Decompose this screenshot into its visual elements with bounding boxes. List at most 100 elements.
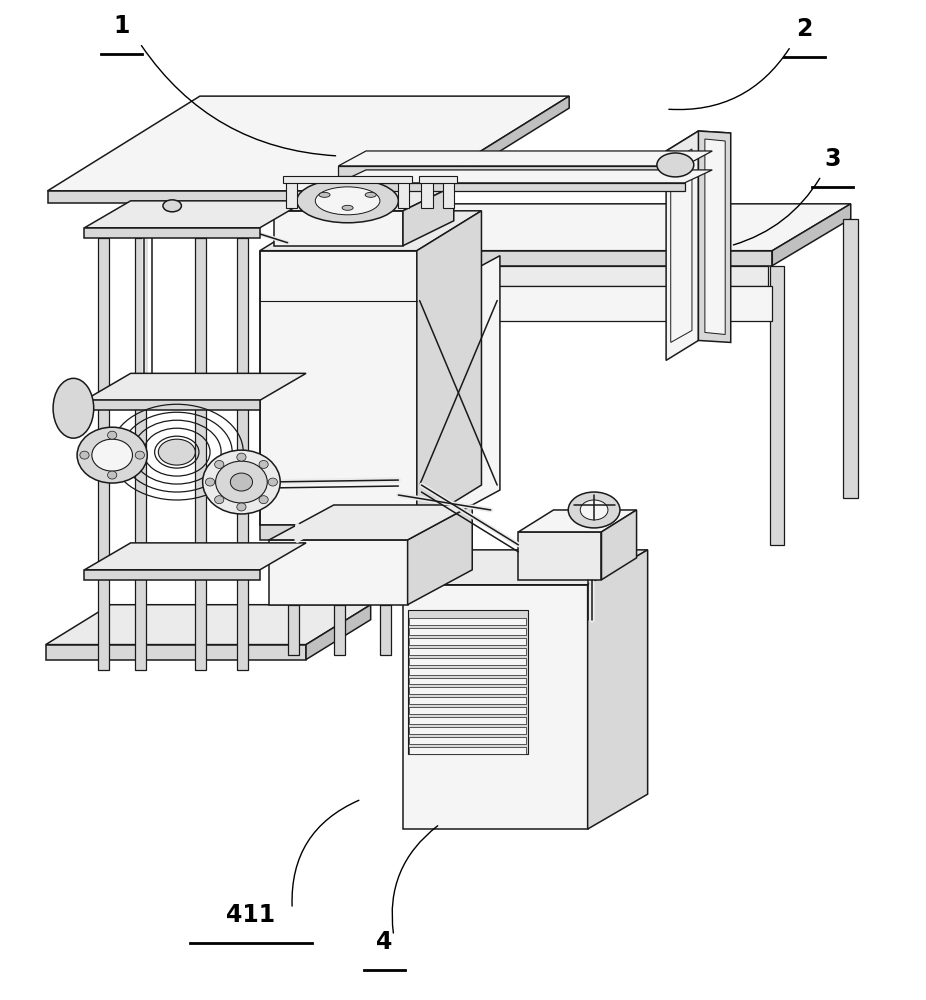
Ellipse shape bbox=[569, 492, 619, 528]
Polygon shape bbox=[288, 605, 299, 655]
Ellipse shape bbox=[216, 461, 268, 503]
Ellipse shape bbox=[237, 453, 246, 461]
Ellipse shape bbox=[203, 450, 281, 514]
Ellipse shape bbox=[206, 478, 215, 486]
Polygon shape bbox=[409, 628, 526, 635]
Polygon shape bbox=[260, 211, 482, 251]
Ellipse shape bbox=[259, 496, 269, 504]
Ellipse shape bbox=[259, 460, 269, 468]
Polygon shape bbox=[338, 183, 684, 191]
Ellipse shape bbox=[581, 500, 608, 520]
Polygon shape bbox=[417, 256, 500, 535]
Ellipse shape bbox=[92, 439, 132, 471]
Polygon shape bbox=[274, 211, 403, 246]
Ellipse shape bbox=[215, 460, 224, 468]
Polygon shape bbox=[409, 717, 526, 724]
Polygon shape bbox=[443, 181, 454, 208]
Text: 2: 2 bbox=[796, 17, 813, 41]
Polygon shape bbox=[84, 543, 307, 570]
Ellipse shape bbox=[215, 496, 224, 504]
Ellipse shape bbox=[297, 179, 398, 223]
Polygon shape bbox=[338, 170, 712, 183]
Ellipse shape bbox=[53, 378, 94, 438]
Polygon shape bbox=[409, 648, 526, 655]
Polygon shape bbox=[338, 166, 684, 176]
Ellipse shape bbox=[315, 187, 380, 215]
FancyArrowPatch shape bbox=[292, 800, 359, 906]
Polygon shape bbox=[705, 139, 725, 334]
Polygon shape bbox=[307, 605, 370, 660]
Polygon shape bbox=[338, 204, 851, 251]
Polygon shape bbox=[98, 238, 109, 670]
Ellipse shape bbox=[365, 192, 376, 197]
Polygon shape bbox=[403, 186, 454, 246]
Polygon shape bbox=[195, 238, 206, 670]
Polygon shape bbox=[237, 238, 248, 670]
Polygon shape bbox=[409, 727, 526, 734]
Polygon shape bbox=[237, 228, 256, 238]
Ellipse shape bbox=[231, 473, 253, 491]
Polygon shape bbox=[409, 678, 526, 684]
Polygon shape bbox=[409, 658, 526, 665]
Polygon shape bbox=[45, 645, 307, 660]
Polygon shape bbox=[426, 266, 768, 286]
Ellipse shape bbox=[158, 439, 195, 465]
Polygon shape bbox=[419, 176, 457, 183]
Ellipse shape bbox=[319, 192, 330, 197]
Polygon shape bbox=[283, 176, 412, 183]
Polygon shape bbox=[666, 131, 731, 153]
Ellipse shape bbox=[80, 451, 89, 459]
Polygon shape bbox=[338, 151, 712, 166]
Polygon shape bbox=[409, 707, 526, 714]
Polygon shape bbox=[84, 570, 260, 580]
Polygon shape bbox=[98, 228, 117, 238]
Ellipse shape bbox=[269, 478, 278, 486]
Polygon shape bbox=[409, 668, 526, 675]
Ellipse shape bbox=[107, 431, 117, 439]
Polygon shape bbox=[380, 605, 391, 655]
Ellipse shape bbox=[342, 205, 353, 210]
Polygon shape bbox=[421, 181, 432, 208]
Polygon shape bbox=[260, 525, 417, 540]
Polygon shape bbox=[84, 228, 260, 238]
Polygon shape bbox=[398, 181, 409, 208]
Text: 411: 411 bbox=[226, 903, 275, 927]
Polygon shape bbox=[519, 510, 636, 532]
Ellipse shape bbox=[135, 451, 144, 459]
Polygon shape bbox=[260, 251, 417, 525]
Polygon shape bbox=[403, 585, 588, 829]
Ellipse shape bbox=[107, 471, 117, 479]
FancyArrowPatch shape bbox=[733, 178, 820, 245]
FancyArrowPatch shape bbox=[392, 826, 438, 933]
Text: 3: 3 bbox=[824, 147, 841, 171]
Ellipse shape bbox=[77, 427, 147, 483]
Polygon shape bbox=[47, 96, 569, 191]
Polygon shape bbox=[338, 251, 772, 266]
Polygon shape bbox=[519, 532, 602, 580]
FancyArrowPatch shape bbox=[669, 49, 789, 110]
Polygon shape bbox=[45, 605, 370, 645]
Polygon shape bbox=[409, 687, 526, 694]
Text: 1: 1 bbox=[113, 14, 130, 38]
Polygon shape bbox=[84, 400, 260, 410]
Ellipse shape bbox=[657, 153, 694, 177]
Polygon shape bbox=[409, 618, 526, 625]
Polygon shape bbox=[409, 697, 526, 704]
Polygon shape bbox=[409, 747, 526, 754]
Polygon shape bbox=[269, 540, 407, 605]
Polygon shape bbox=[426, 286, 772, 320]
Polygon shape bbox=[588, 550, 647, 829]
Polygon shape bbox=[135, 238, 146, 670]
Polygon shape bbox=[409, 737, 526, 744]
Polygon shape bbox=[844, 219, 858, 498]
Polygon shape bbox=[84, 373, 307, 400]
Polygon shape bbox=[666, 131, 698, 360]
Polygon shape bbox=[770, 266, 784, 545]
Text: 4: 4 bbox=[376, 930, 393, 954]
Polygon shape bbox=[333, 605, 344, 655]
Polygon shape bbox=[269, 505, 472, 540]
Polygon shape bbox=[274, 186, 454, 211]
Polygon shape bbox=[286, 181, 297, 208]
Ellipse shape bbox=[163, 200, 181, 212]
Polygon shape bbox=[407, 610, 528, 754]
